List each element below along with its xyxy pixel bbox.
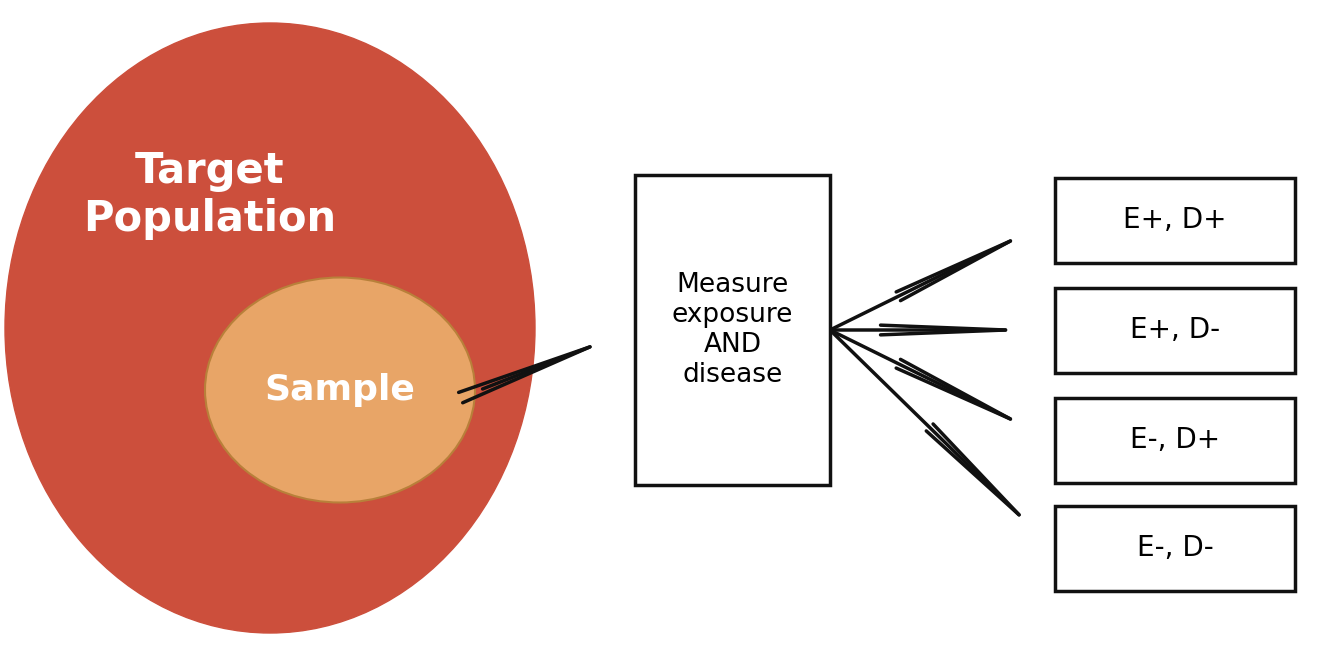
- Text: Sample: Sample: [264, 373, 415, 407]
- FancyBboxPatch shape: [1055, 505, 1295, 591]
- Text: Target
Population: Target Population: [84, 150, 336, 240]
- FancyBboxPatch shape: [1055, 397, 1295, 482]
- FancyBboxPatch shape: [1055, 177, 1295, 263]
- FancyBboxPatch shape: [1055, 288, 1295, 373]
- Text: E+, D-: E+, D-: [1130, 316, 1221, 344]
- Text: E-, D-: E-, D-: [1137, 534, 1214, 562]
- Ellipse shape: [5, 23, 535, 633]
- Ellipse shape: [205, 277, 475, 503]
- FancyBboxPatch shape: [635, 175, 830, 485]
- Text: E+, D+: E+, D+: [1123, 206, 1227, 234]
- Text: E-, D+: E-, D+: [1130, 426, 1221, 454]
- Text: Measure
exposure
AND
disease: Measure exposure AND disease: [672, 272, 794, 388]
